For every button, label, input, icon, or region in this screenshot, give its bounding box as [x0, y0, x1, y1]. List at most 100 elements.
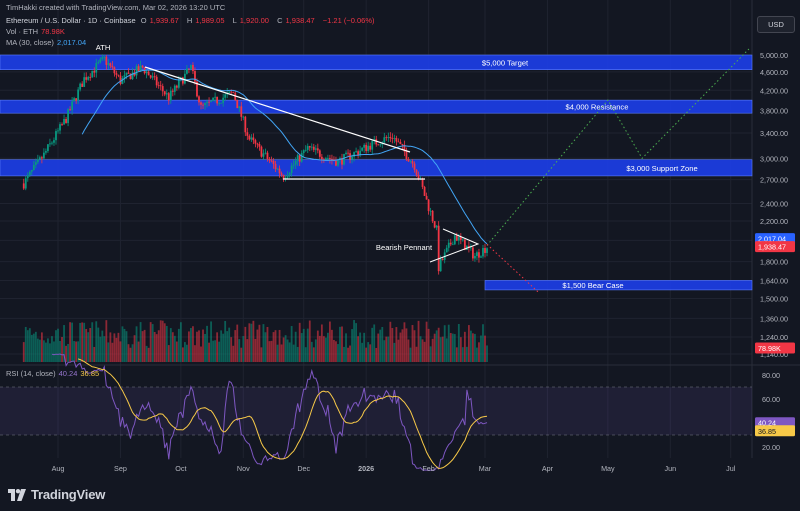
- candle-body: [393, 137, 396, 139]
- y-tick-label: 4,600.00: [760, 68, 788, 77]
- volume-bar: [91, 322, 94, 362]
- candle-body: [67, 109, 69, 123]
- volume-bar: [335, 341, 337, 362]
- pennant-outline: [429, 228, 480, 263]
- candle-body: [331, 158, 333, 160]
- volume-bar: [34, 331, 37, 362]
- candle-body: [435, 225, 438, 228]
- candle-body: [461, 239, 464, 241]
- candle-body: [28, 171, 31, 176]
- candle-body: [310, 146, 313, 148]
- volume-bar: [447, 324, 450, 362]
- x-tick-label: Feb: [422, 464, 434, 473]
- volume-bar: [252, 320, 255, 362]
- created-by: TimHakki created with TradingView.com, M…: [6, 3, 226, 12]
- candle-body: [391, 138, 394, 139]
- candle-body: [268, 158, 271, 161]
- volume-bar: [198, 330, 200, 362]
- volume-bar: [480, 335, 482, 362]
- volume-bar: [324, 337, 327, 362]
- volume-bar: [137, 341, 140, 362]
- volume-bar: [89, 328, 92, 362]
- candle-body: [222, 97, 225, 103]
- ohlc-c: C 1,938.47: [277, 16, 315, 25]
- candle-body: [99, 59, 102, 63]
- candle-body: [298, 155, 301, 162]
- candle-body: [478, 252, 480, 258]
- candle-body: [367, 145, 370, 152]
- volume-bar: [127, 344, 130, 362]
- volume-bar: [63, 325, 65, 362]
- candle-body: [236, 99, 239, 109]
- rsi-tick-label: 20.00: [762, 443, 780, 452]
- volume-bar: [365, 347, 368, 362]
- candle-body: [109, 63, 112, 66]
- candle-body: [188, 68, 190, 70]
- candle-body: [107, 63, 110, 65]
- candle-body: [167, 93, 170, 101]
- trendline-upper: [144, 66, 411, 153]
- volume-bar: [345, 333, 347, 362]
- candle-body: [75, 98, 78, 101]
- rsi-ma-tag: [755, 425, 795, 437]
- volume-bar: [38, 339, 41, 362]
- candle-body: [230, 91, 233, 93]
- currency-button[interactable]: USD: [757, 16, 795, 33]
- projection-bull: [486, 48, 750, 246]
- volume-bar: [238, 339, 241, 362]
- volume-bar: [77, 341, 80, 362]
- volume-bar: [183, 342, 186, 362]
- volume-bar: [210, 321, 212, 362]
- volume-bar: [282, 337, 285, 362]
- volume-bar: [22, 342, 25, 362]
- candle-body: [40, 157, 43, 159]
- volume-bar: [381, 326, 384, 362]
- volume-bar: [87, 332, 90, 362]
- candle-body: [341, 158, 343, 165]
- tradingview-logo[interactable]: TradingView: [8, 487, 105, 502]
- volume-bar: [459, 337, 462, 362]
- ath-label: ATH: [96, 43, 111, 52]
- volume-bar: [284, 335, 287, 362]
- volume-bar: [260, 347, 263, 362]
- candle-body: [240, 106, 243, 117]
- volume-bar: [177, 328, 180, 362]
- volume-tag-text: 78.98K: [758, 344, 781, 353]
- volume-bar: [397, 339, 400, 362]
- candle-body: [24, 178, 27, 189]
- volume-bar: [109, 332, 112, 362]
- volume-bar: [304, 347, 307, 362]
- volume-bar: [224, 320, 227, 362]
- volume-bar: [40, 332, 43, 362]
- candle-body: [103, 56, 106, 58]
- candle-body: [141, 65, 144, 68]
- candle-body: [288, 172, 291, 176]
- candle-body: [161, 86, 164, 92]
- candle-body: [359, 150, 362, 155]
- volume-bar: [300, 333, 303, 362]
- candle-body: [69, 109, 71, 111]
- volume-bar: [385, 336, 388, 362]
- volume-bar: [474, 333, 476, 362]
- zone-label: $3,000 Support Zone: [626, 164, 697, 173]
- volume-bar: [383, 340, 386, 362]
- volume-bar: [59, 340, 61, 362]
- volume-tag: [755, 342, 795, 354]
- candle-body: [476, 252, 478, 256]
- candle-body: [316, 148, 319, 151]
- candle-body: [55, 131, 57, 141]
- candle-body: [322, 159, 325, 161]
- candle-body: [47, 144, 49, 152]
- volume-bar: [161, 320, 164, 362]
- ma-legend: MA (30, close) 2,017.04: [6, 38, 87, 47]
- candle-body: [61, 124, 63, 125]
- volume-bar: [218, 341, 221, 362]
- candle-body: [93, 70, 96, 73]
- zone-3: [484, 280, 753, 291]
- volume-bar: [57, 328, 59, 362]
- rsi-band: [0, 387, 752, 435]
- volume-bar: [85, 328, 88, 362]
- candle-body: [186, 68, 188, 74]
- volume-bar: [439, 337, 442, 362]
- x-tick-label: Jul: [726, 464, 736, 473]
